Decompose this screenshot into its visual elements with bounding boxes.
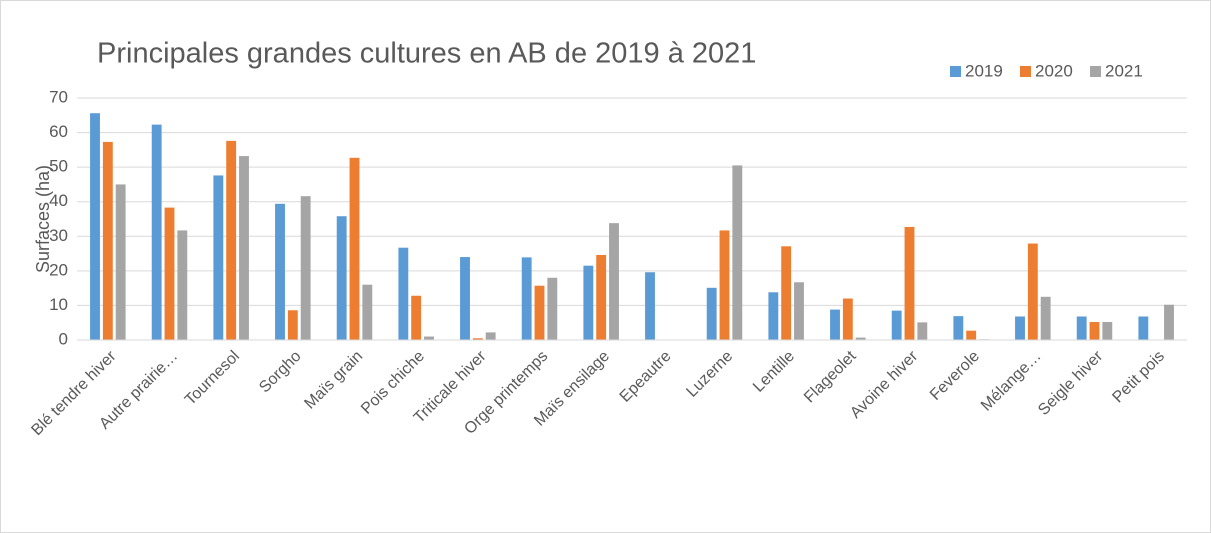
bar <box>460 257 470 340</box>
bar <box>349 157 360 340</box>
chart-title: Principales grandes cultures en AB de 20… <box>97 38 756 70</box>
bar <box>411 295 422 340</box>
y-axis-title: Surfaces (ha) <box>33 165 53 273</box>
bar <box>917 322 928 340</box>
bar <box>732 165 743 340</box>
y-tick-label: 50 <box>49 157 68 176</box>
bar <box>164 207 175 340</box>
bar <box>966 330 977 340</box>
y-tick-label: 10 <box>49 295 68 314</box>
legend-swatch <box>1090 66 1101 77</box>
bar <box>891 310 902 340</box>
y-tick-label: 0 <box>59 329 68 348</box>
bar <box>547 277 558 340</box>
bar <box>90 113 100 340</box>
bar <box>830 309 840 340</box>
legend-label: 2021 <box>1105 61 1143 80</box>
bar <box>842 298 853 340</box>
y-tick-label: 40 <box>49 191 68 210</box>
bar <box>1164 304 1174 340</box>
bar <box>287 310 298 340</box>
bar <box>1040 296 1051 340</box>
y-tick-label: 30 <box>49 226 68 245</box>
bar <box>226 140 237 340</box>
bar <box>706 287 717 340</box>
bar <box>275 203 285 340</box>
bar <box>768 292 779 340</box>
legend-swatch <box>1020 66 1031 77</box>
bar <box>1102 322 1113 340</box>
bar <box>953 316 964 340</box>
bar <box>300 196 311 340</box>
bar <box>1076 316 1087 340</box>
bar <box>102 141 113 340</box>
bar <box>609 223 619 340</box>
bar <box>855 337 866 340</box>
bar <box>645 272 655 340</box>
bar <box>362 284 373 340</box>
bar <box>583 265 594 340</box>
y-tick-label: 20 <box>49 260 68 279</box>
legend-swatch <box>950 66 961 77</box>
bar <box>719 230 730 340</box>
y-tick-label: 70 <box>49 87 68 106</box>
bar <box>781 246 792 340</box>
bar <box>213 175 224 340</box>
bar <box>485 332 496 340</box>
legend-label: 2019 <box>965 61 1003 80</box>
bar <box>534 285 545 340</box>
bar <box>904 226 915 340</box>
bar <box>1138 316 1149 340</box>
bar <box>336 216 347 340</box>
y-tick-label: 60 <box>49 122 68 141</box>
bar <box>1089 322 1100 340</box>
bar <box>424 336 434 340</box>
bar <box>115 184 126 340</box>
legend-label: 2020 <box>1035 61 1073 80</box>
bar <box>794 282 804 340</box>
bar <box>521 257 532 340</box>
bar <box>177 230 188 340</box>
bar <box>1027 243 1038 340</box>
bar <box>472 338 483 340</box>
bar <box>239 156 249 340</box>
bar <box>151 124 162 341</box>
bar <box>1015 316 1025 340</box>
bar <box>596 254 607 340</box>
bar <box>398 247 409 340</box>
